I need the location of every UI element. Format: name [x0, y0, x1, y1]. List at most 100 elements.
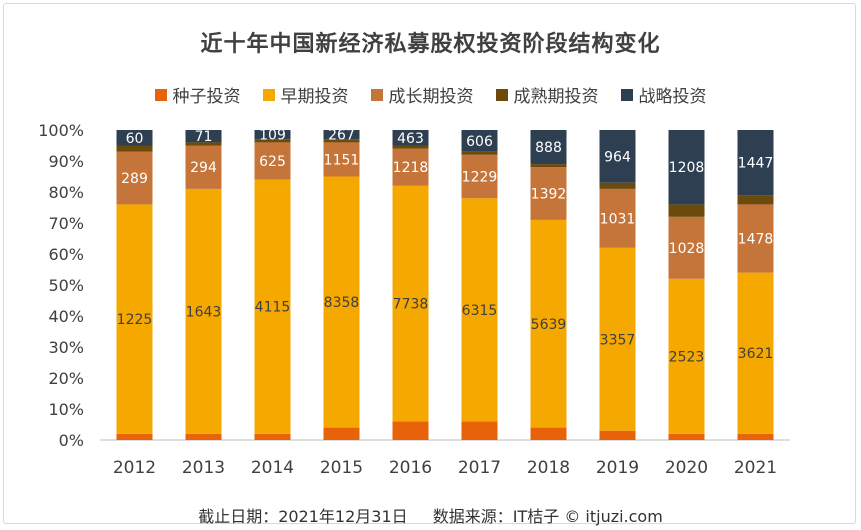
bar-segment [185, 188, 222, 434]
bar-segment [254, 142, 291, 180]
data-label: 1392 [531, 187, 567, 203]
bar-segment [116, 145, 153, 152]
data-label: 1229 [462, 170, 498, 186]
data-label: 3621 [738, 346, 774, 362]
chart-title: 近十年中国新经济私募股权投资阶段结构变化 [200, 32, 661, 57]
legend-item: 早期投资 [262, 82, 349, 107]
bar-segment [254, 139, 291, 143]
bar-segment [185, 433, 222, 440]
data-label: 1218 [393, 160, 429, 176]
bar-segment [392, 421, 429, 440]
bar-segment [530, 167, 567, 220]
y-tick-label: 20% [48, 369, 84, 388]
bar-segment [599, 188, 636, 248]
legend-swatch [495, 88, 508, 101]
bar-segment [599, 430, 636, 440]
legend-item: 成熟期投资 [495, 82, 599, 107]
bar-segment [185, 142, 222, 146]
legend-item: 种子投资 [154, 82, 241, 107]
bar-segment [599, 182, 636, 189]
bar-segment [599, 247, 636, 431]
bar-segment [737, 272, 774, 434]
data-label: 289 [121, 171, 148, 187]
footer-source: 数据来源：IT桔子 © itjuzi.com [432, 507, 663, 526]
bar-segment [254, 130, 291, 140]
legend-label: 种子投资 [172, 87, 241, 107]
legend-label: 早期投资 [280, 87, 349, 107]
bar-segment [668, 216, 705, 279]
bar-segment [530, 164, 567, 168]
data-label: 2523 [669, 349, 705, 365]
x-tick-label: 2013 [182, 458, 225, 478]
bar-segment [254, 179, 291, 434]
legend-item: 战略投资 [620, 82, 707, 107]
bar-segment [668, 204, 705, 217]
x-tick-label: 2020 [665, 458, 708, 478]
x-tick-label: 2015 [320, 458, 363, 478]
legend-swatch [262, 88, 275, 101]
x-tick-label: 2021 [734, 458, 777, 478]
legend-label: 成熟期投资 [513, 87, 599, 107]
y-tick-label: 60% [48, 245, 84, 264]
bar-segment [530, 219, 567, 428]
data-label: 1031 [600, 211, 636, 227]
data-label: 888 [535, 140, 562, 156]
bar-segment [461, 421, 498, 440]
bar-segment [599, 130, 636, 183]
bar-segment [737, 204, 774, 273]
y-tick-label: 40% [48, 307, 84, 326]
bar-segment [530, 427, 567, 440]
data-label: 1028 [669, 241, 705, 257]
bar-segment [392, 130, 429, 146]
bar-segment [461, 154, 498, 199]
y-tick-label: 30% [48, 338, 84, 357]
data-label: 294 [190, 160, 217, 176]
y-tick-label: 50% [48, 276, 84, 295]
legend-swatch [620, 88, 633, 101]
bar-segment [185, 130, 222, 143]
data-label: 3357 [600, 332, 636, 348]
data-label: 1151 [324, 152, 360, 168]
data-label: 1447 [738, 156, 774, 172]
x-tick-label: 2012 [113, 458, 156, 478]
bar-segment [461, 130, 498, 152]
y-tick-label: 90% [48, 152, 84, 171]
y-tick-label: 0% [59, 431, 84, 450]
bar-segment [392, 185, 429, 422]
data-label: 606 [466, 134, 493, 150]
chart-legend: 种子投资 早期投资 成长期投资 成熟期投资 战略投资 [0, 82, 861, 107]
data-label: 7738 [393, 297, 429, 313]
bar-segment [323, 176, 360, 428]
data-label: 1225 [117, 312, 153, 328]
bar-segment [668, 130, 705, 205]
bar-segment [737, 433, 774, 440]
bar-segment [737, 195, 774, 205]
data-label: 1208 [669, 160, 705, 176]
data-label: 60 [126, 131, 144, 147]
bar-segment [737, 130, 774, 196]
chart-frame [3, 3, 856, 524]
bar-segment [116, 151, 153, 205]
x-tick-label: 2016 [389, 458, 432, 478]
bar-segment [185, 145, 222, 189]
data-label: 1478 [738, 232, 774, 248]
legend-label: 成长期投资 [388, 87, 474, 107]
y-tick-label: 80% [48, 183, 84, 202]
bar-segment [530, 130, 567, 165]
legend-swatch [154, 88, 167, 101]
bar-segment [116, 204, 153, 434]
y-tick-label: 10% [48, 400, 84, 419]
data-label: 71 [195, 129, 213, 145]
y-tick-label: 100% [38, 121, 84, 140]
data-label: 5639 [531, 317, 567, 333]
data-label: 625 [259, 154, 286, 170]
footer: 截止日期：2021年12月31日 数据来源：IT桔子 © itjuzi.com [0, 503, 861, 527]
legend-label: 战略投资 [638, 87, 707, 107]
x-tick-label: 2019 [596, 458, 639, 478]
x-tick-label: 2018 [527, 458, 570, 478]
bar-segment [254, 433, 291, 440]
bar-segment [668, 433, 705, 440]
stacked-bar-chart: 0% 10% 20% 30% 40% 50% 60% 70% 80% 90% 100% 1225 289… [38, 121, 790, 478]
bar-segment [323, 427, 360, 440]
data-label: 463 [397, 131, 424, 147]
